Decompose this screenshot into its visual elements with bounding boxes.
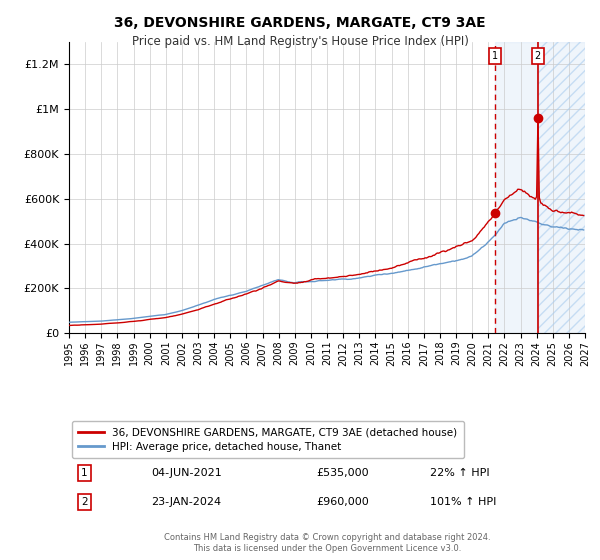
Text: 04-JUN-2021: 04-JUN-2021 (152, 468, 223, 478)
Text: 36, DEVONSHIRE GARDENS, MARGATE, CT9 3AE: 36, DEVONSHIRE GARDENS, MARGATE, CT9 3AE (114, 16, 486, 30)
Text: Contains HM Land Registry data © Crown copyright and database right 2024.
This d: Contains HM Land Registry data © Crown c… (164, 533, 490, 553)
Text: 23-JAN-2024: 23-JAN-2024 (152, 497, 221, 507)
Text: £535,000: £535,000 (317, 468, 370, 478)
Legend: 36, DEVONSHIRE GARDENS, MARGATE, CT9 3AE (detached house), HPI: Average price, d: 36, DEVONSHIRE GARDENS, MARGATE, CT9 3AE… (71, 422, 464, 458)
Bar (538, 42, 585, 333)
Bar (538, 42, 585, 333)
Text: Price paid vs. HM Land Registry's House Price Index (HPI): Price paid vs. HM Land Registry's House … (131, 35, 469, 48)
Text: 22% ↑ HPI: 22% ↑ HPI (430, 468, 490, 478)
Bar (495, 42, 538, 333)
Text: £960,000: £960,000 (317, 497, 370, 507)
Text: 2: 2 (535, 51, 541, 60)
Text: 101% ↑ HPI: 101% ↑ HPI (430, 497, 497, 507)
Text: 1: 1 (492, 51, 498, 60)
Text: 2: 2 (81, 497, 88, 507)
Text: 1: 1 (81, 468, 88, 478)
